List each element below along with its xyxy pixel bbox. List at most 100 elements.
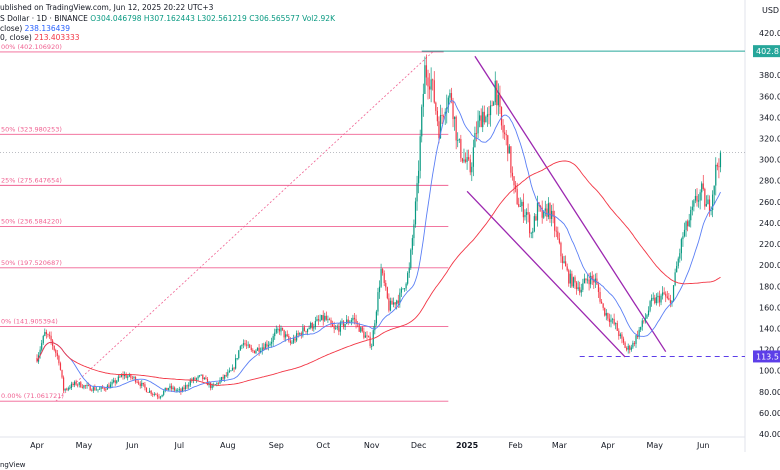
candle-body[interactable] [123, 374, 126, 377]
candle-body[interactable] [53, 345, 55, 351]
candle-body[interactable] [324, 315, 326, 321]
candle-body[interactable] [394, 302, 396, 305]
candle-body[interactable] [177, 389, 179, 391]
candle-body[interactable] [80, 382, 82, 388]
candle-body[interactable] [174, 387, 176, 391]
candle-body[interactable] [116, 380, 118, 383]
candle-body[interactable] [386, 287, 388, 299]
candle-body[interactable] [264, 343, 266, 350]
candle-body[interactable] [582, 283, 584, 290]
candle-body[interactable] [439, 114, 442, 139]
candle-body[interactable] [191, 380, 193, 382]
candle-body[interactable] [524, 214, 526, 218]
candle-body[interactable] [327, 319, 329, 321]
candle-body[interactable] [91, 390, 93, 392]
candle-body[interactable] [130, 374, 132, 378]
candle-body[interactable] [78, 382, 80, 385]
candle-body[interactable] [145, 387, 148, 393]
candle-body[interactable] [486, 114, 489, 117]
candle-body[interactable] [125, 374, 127, 378]
candle-body[interactable] [447, 97, 449, 108]
candle-body[interactable] [380, 268, 382, 287]
candle-body[interactable] [228, 370, 230, 373]
candle-body[interactable] [718, 166, 720, 168]
candle-body[interactable] [230, 370, 232, 372]
candle-body[interactable] [283, 329, 285, 338]
candle-body[interactable] [238, 350, 240, 359]
candle-body[interactable] [172, 387, 174, 389]
candle-body[interactable] [636, 335, 639, 338]
candle-body[interactable] [288, 336, 290, 341]
candle-body[interactable] [382, 268, 384, 274]
candle-body[interactable] [48, 334, 51, 336]
candle-body[interactable] [688, 220, 690, 227]
candle-body[interactable] [676, 266, 678, 273]
candle-body[interactable] [690, 209, 692, 221]
candle-body[interactable] [560, 242, 562, 257]
candle-body[interactable] [138, 382, 140, 384]
candle-body[interactable] [513, 176, 515, 186]
candle-body[interactable] [383, 273, 385, 283]
candle-body[interactable] [407, 272, 409, 284]
candle-body[interactable] [665, 293, 667, 297]
candle-body[interactable] [361, 327, 363, 332]
candle-body[interactable] [621, 334, 623, 339]
candle-body[interactable] [86, 384, 88, 387]
candle-body[interactable] [457, 140, 459, 141]
candle-body[interactable] [97, 389, 99, 391]
candle-body[interactable] [184, 385, 187, 390]
candle-body[interactable] [649, 301, 651, 311]
candle-body[interactable] [413, 224, 415, 239]
candle-body[interactable] [250, 347, 252, 350]
candle-body[interactable] [45, 331, 47, 335]
candle-body[interactable] [153, 394, 155, 395]
candle-body[interactable] [102, 386, 104, 389]
candle-body[interactable] [654, 297, 656, 304]
candle-body[interactable] [489, 105, 492, 116]
candle-body[interactable] [483, 111, 485, 123]
candle-body[interactable] [271, 341, 273, 344]
candle-body[interactable] [371, 346, 373, 347]
candle-body[interactable] [252, 349, 254, 351]
candle-body[interactable] [194, 377, 196, 380]
candle-body[interactable] [319, 319, 321, 321]
candle-body[interactable] [235, 358, 237, 369]
candle-body[interactable] [438, 121, 440, 139]
candle-body[interactable] [72, 383, 74, 385]
candle-body[interactable] [694, 195, 697, 201]
candle-body[interactable] [366, 335, 368, 337]
candle-body[interactable] [535, 216, 537, 221]
candle-body[interactable] [680, 239, 682, 254]
candle-body[interactable] [558, 238, 560, 243]
candle-body[interactable] [552, 210, 554, 217]
candle-body[interactable] [408, 267, 410, 273]
candle-body[interactable] [342, 321, 345, 328]
candle-body[interactable] [424, 65, 426, 94]
candle-body[interactable] [258, 347, 260, 353]
candle-body[interactable] [588, 279, 590, 285]
candle-body[interactable] [120, 374, 123, 377]
candle-body[interactable] [299, 333, 301, 335]
candle-body[interactable] [374, 323, 376, 331]
candle-body[interactable] [461, 158, 464, 162]
candle-body[interactable] [601, 301, 603, 304]
candle-body[interactable] [100, 386, 102, 389]
candle-body[interactable] [543, 210, 545, 218]
candle-body[interactable] [405, 283, 407, 289]
candle-body[interactable] [42, 335, 44, 344]
candle-body[interactable] [427, 77, 429, 87]
candle-body[interactable] [155, 394, 157, 395]
candle-body[interactable] [647, 310, 650, 316]
candle-body[interactable] [479, 115, 481, 121]
candle-body[interactable] [311, 322, 313, 329]
candle-body[interactable] [640, 326, 642, 330]
candle-body[interactable] [577, 287, 579, 290]
candle-body[interactable] [159, 396, 162, 398]
candle-body[interactable] [471, 166, 473, 173]
candle-body[interactable] [149, 390, 151, 393]
candle-body[interactable] [666, 296, 668, 299]
candle-body[interactable] [303, 327, 306, 332]
candle-body[interactable] [466, 157, 468, 162]
candle-body[interactable] [202, 374, 204, 380]
